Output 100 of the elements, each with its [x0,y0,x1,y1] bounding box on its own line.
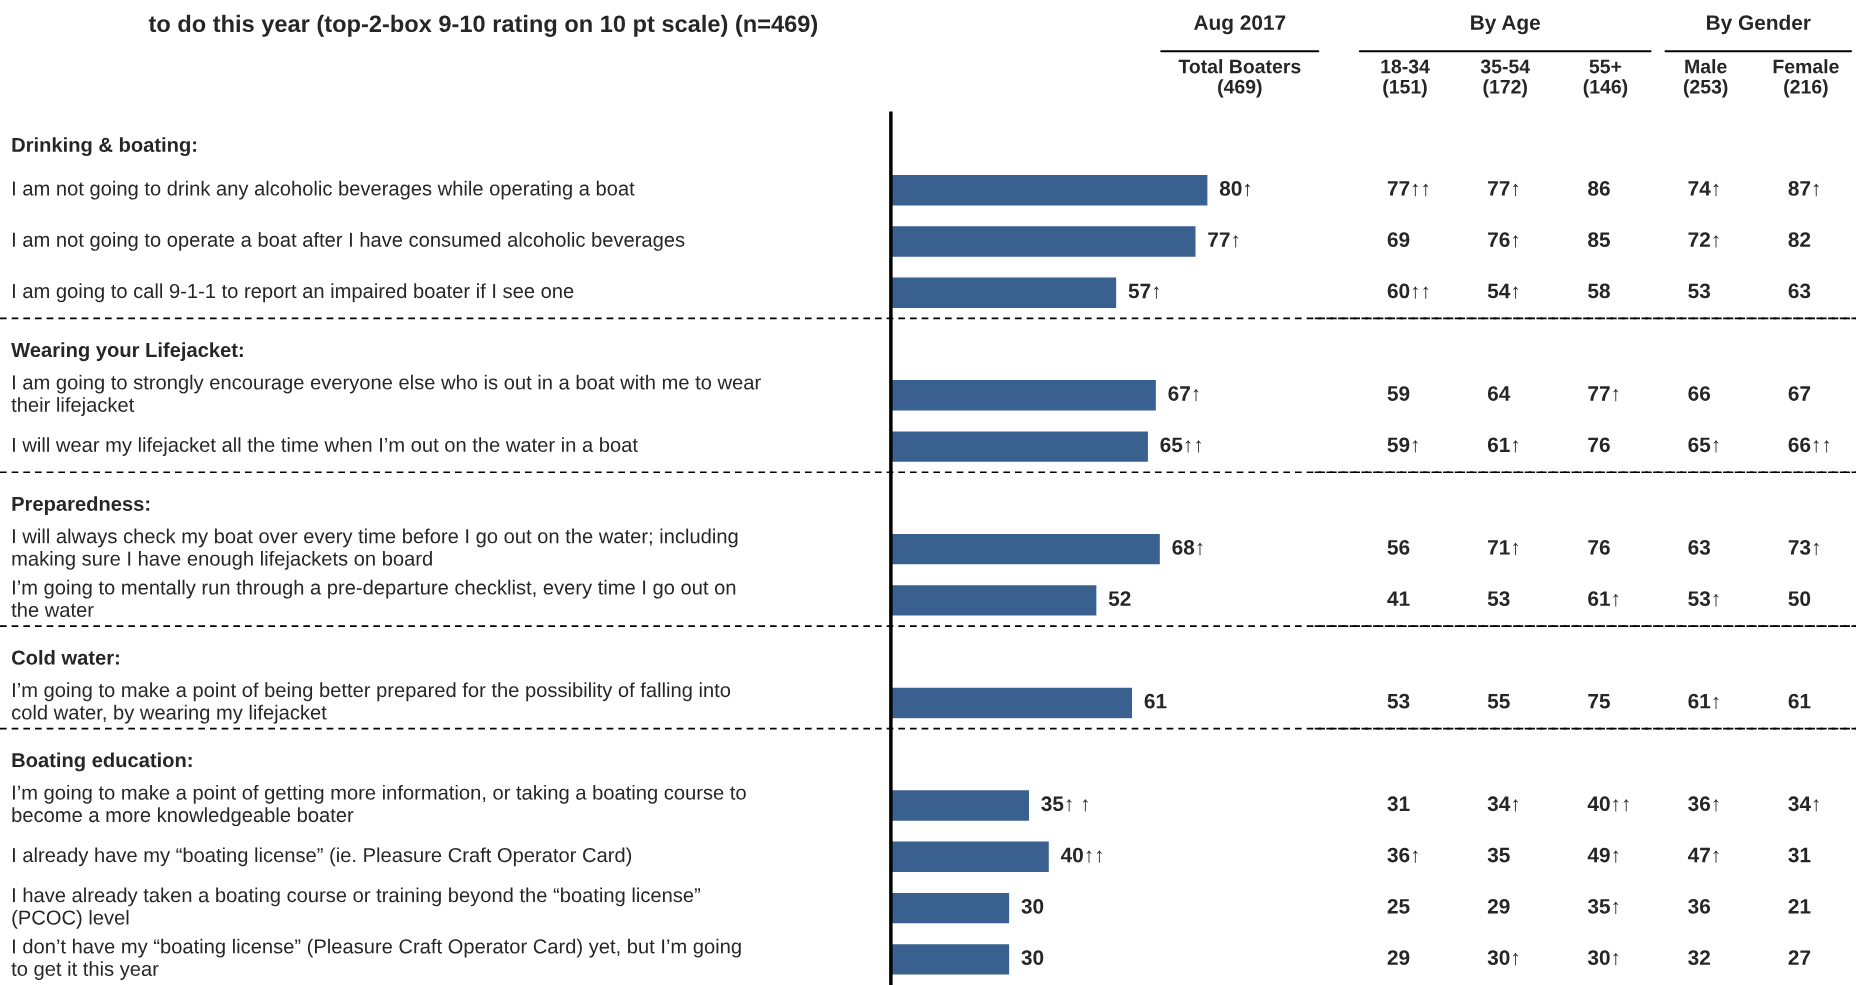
bar [890,378,1158,412]
bar [890,891,1011,925]
text: By Age [1471,15,1540,35]
data-label: 53↑ [1688,591,1719,607]
y-tick-label: I have already taken a boating course or training beyond the “boating license” (PCOC) level [12,887,701,929]
bar [890,840,1051,874]
text: to do this year (top-2-box 9-10 rating on 10 pt scale) (n=469) [148,14,818,37]
data-label: 34↑ [1487,796,1518,812]
data-label: 82 [1788,232,1811,248]
y-tick-label: I will wear my lifejacket all the time when I’m out on the water in a boat [13,437,638,456]
data-label: 61↑ [1688,693,1719,709]
data-label: 80↑ [1219,181,1251,197]
data-label: 52 [1108,591,1131,607]
category-label: Male (253) [1683,59,1728,98]
text: Cold water: [11,650,119,665]
data-label: 69 [1387,232,1410,248]
data-label: 55 [1487,694,1510,709]
y-tick-label: I am not going to drink any alcoholic beverages while operating a boat [13,180,635,200]
bar [890,788,1031,823]
bar [890,942,1011,976]
data-label: 36 [1688,898,1711,914]
bar [890,532,1162,566]
data-label: 30↑ [1487,950,1518,966]
data-label: 47↑ [1687,847,1719,863]
data-label: 64 [1487,386,1511,401]
data-label: 77↑ [1208,232,1239,248]
data-label: 85 [1588,232,1610,248]
data-label: 34↑ [1788,796,1819,812]
data-label: 29 [1387,950,1410,965]
data-label: 31 [1387,796,1410,812]
y-tick-label: I am going to call 9-1-1 to report an impaired boater if I see one [13,283,574,303]
y-tick-label: I don’t have my “boating license” (Pleasure Craft Operator Card) yet, but I’m going to get it this year [11,938,741,980]
bar [890,429,1150,464]
category-label: 55+ (146) [1583,59,1628,98]
data-label: 36↑ [1688,796,1719,812]
y-tick-label: I already have my “boating license” (ie. Pleasure Craft Operator Card) [13,847,632,867]
data-label: 66 [1688,386,1711,401]
data-label: 61 [1144,693,1167,709]
data-label: 35↑ [1587,898,1619,915]
y-tick-label: I am not going to operate a boat after I have consumed alcoholic beverages [13,232,685,251]
bar [890,583,1098,618]
bar [890,173,1209,207]
x-axis-title: Total Boaters (469) [1178,59,1301,98]
data-label: 58 [1588,283,1610,299]
data-label: 67↑ [1168,386,1199,402]
data-label: 36↑ [1387,847,1418,863]
data-label: 71↑ [1488,540,1518,556]
data-label: 59↑ [1387,437,1418,453]
data-label: 50 [1788,591,1811,607]
data-label: 76 [1588,539,1610,555]
data-label: 63 [1788,283,1811,299]
data-label: 56 [1387,539,1410,555]
category-label: Female (216) [1773,59,1839,98]
bar [890,686,1134,720]
data-label: 65↑ [1688,437,1719,453]
data-label: 53 [1387,693,1410,709]
data-label: 73↑ [1788,539,1819,556]
data-label: 29 [1487,898,1510,914]
data-label: 30 [1021,950,1044,965]
data-label: 77↑↑ [1387,181,1429,197]
data-label: 30 [1021,898,1044,914]
data-label: 59 [1387,386,1410,401]
data-label: 54↑ [1487,283,1518,299]
text: Preparedness: [12,496,150,515]
category-label: 18-34 (151) [1381,59,1430,98]
data-label: 27 [1788,950,1811,965]
data-label: 77↑ [1588,386,1619,402]
text: Boating education: [12,752,192,772]
data-label: 67 [1788,386,1811,401]
data-label: 30↑ [1587,950,1619,966]
data-label: 57↑ [1128,283,1159,299]
data-label: 49↑ [1587,847,1619,863]
text: Wearing your Lifejacket: [11,342,243,362]
data-label: 75 [1588,694,1610,709]
data-label: 61↑ [1588,591,1619,607]
data-label: 61↑ [1487,437,1518,453]
data-label: 25 [1387,898,1410,914]
data-label: 61 [1788,693,1811,709]
data-label: 76↑ [1488,232,1518,248]
y-tick-label: I’m going to make a point of being better prepared for the possibility of falling into cold water, by wearing my lifejacket [11,682,731,724]
data-label: 72↑ [1688,232,1719,248]
data-label: 35↑ ↑ [1041,796,1088,812]
data-label: 53 [1487,591,1510,607]
data-label: 35 [1487,847,1510,863]
data-label: 65↑↑ [1160,437,1201,453]
data-label: 21 [1788,898,1811,914]
data-label: 32 [1688,950,1710,965]
data-label: 74↑ [1688,181,1719,197]
text: Drinking & boating: [12,137,197,157]
y-tick-label: I’m going to make a point of getting more information, or taking a boating course to become a more knowledgeable boater [12,784,746,827]
y-tick-label: I am going to strongly encourage everyone else who is out in a boat with me to wear their lifejacket [11,374,761,416]
bar [890,224,1197,259]
chart-subtitle: Aug 2017 [1194,15,1286,35]
data-label: 41 [1387,591,1410,606]
data-label: 63 [1688,539,1711,555]
data-label: 68↑ [1172,539,1203,556]
y-tick-label: I will always check my boat over every time before I go out on the water; including making sure I have enough lifejackets on board [12,528,738,570]
category-label: 35-54 (172) [1480,59,1530,98]
data-label: 40↑↑ [1060,847,1102,863]
text: By Gender [1707,14,1811,35]
